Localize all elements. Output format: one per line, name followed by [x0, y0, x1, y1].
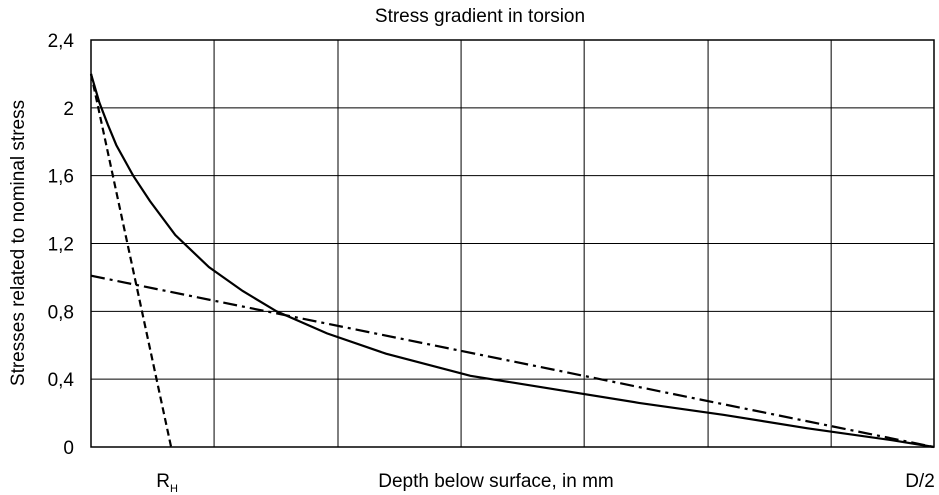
y-tick-label: 2,4	[48, 31, 75, 52]
y-tick-label: 2	[63, 99, 74, 120]
grid	[90, 39, 935, 448]
y-tick-label: 1,2	[48, 235, 74, 256]
series-line-dashed	[89, 73, 173, 448]
y-tick-label: 0	[63, 438, 74, 459]
y-tick-label: 0,8	[48, 302, 74, 323]
y-tick-label: 1,6	[48, 167, 74, 188]
x-marker-label: RH	[156, 471, 178, 495]
chart-title: Stress gradient in torsion	[375, 6, 585, 27]
y-tick-label: 0,4	[48, 370, 75, 391]
x-axis-label: Depth below surface, in mm	[378, 471, 614, 492]
x-marker-label: D/2	[905, 471, 935, 492]
y-axis-label: Stresses related to nominal stress	[8, 100, 29, 386]
y-ticks: 0 0,4 0,8 1,2 1,6 2 2,4	[48, 31, 75, 459]
series-line-solid	[89, 73, 935, 449]
plot-frame	[90, 39, 935, 448]
series-line-dash-dot	[90, 274, 935, 449]
series-group	[89, 73, 935, 449]
